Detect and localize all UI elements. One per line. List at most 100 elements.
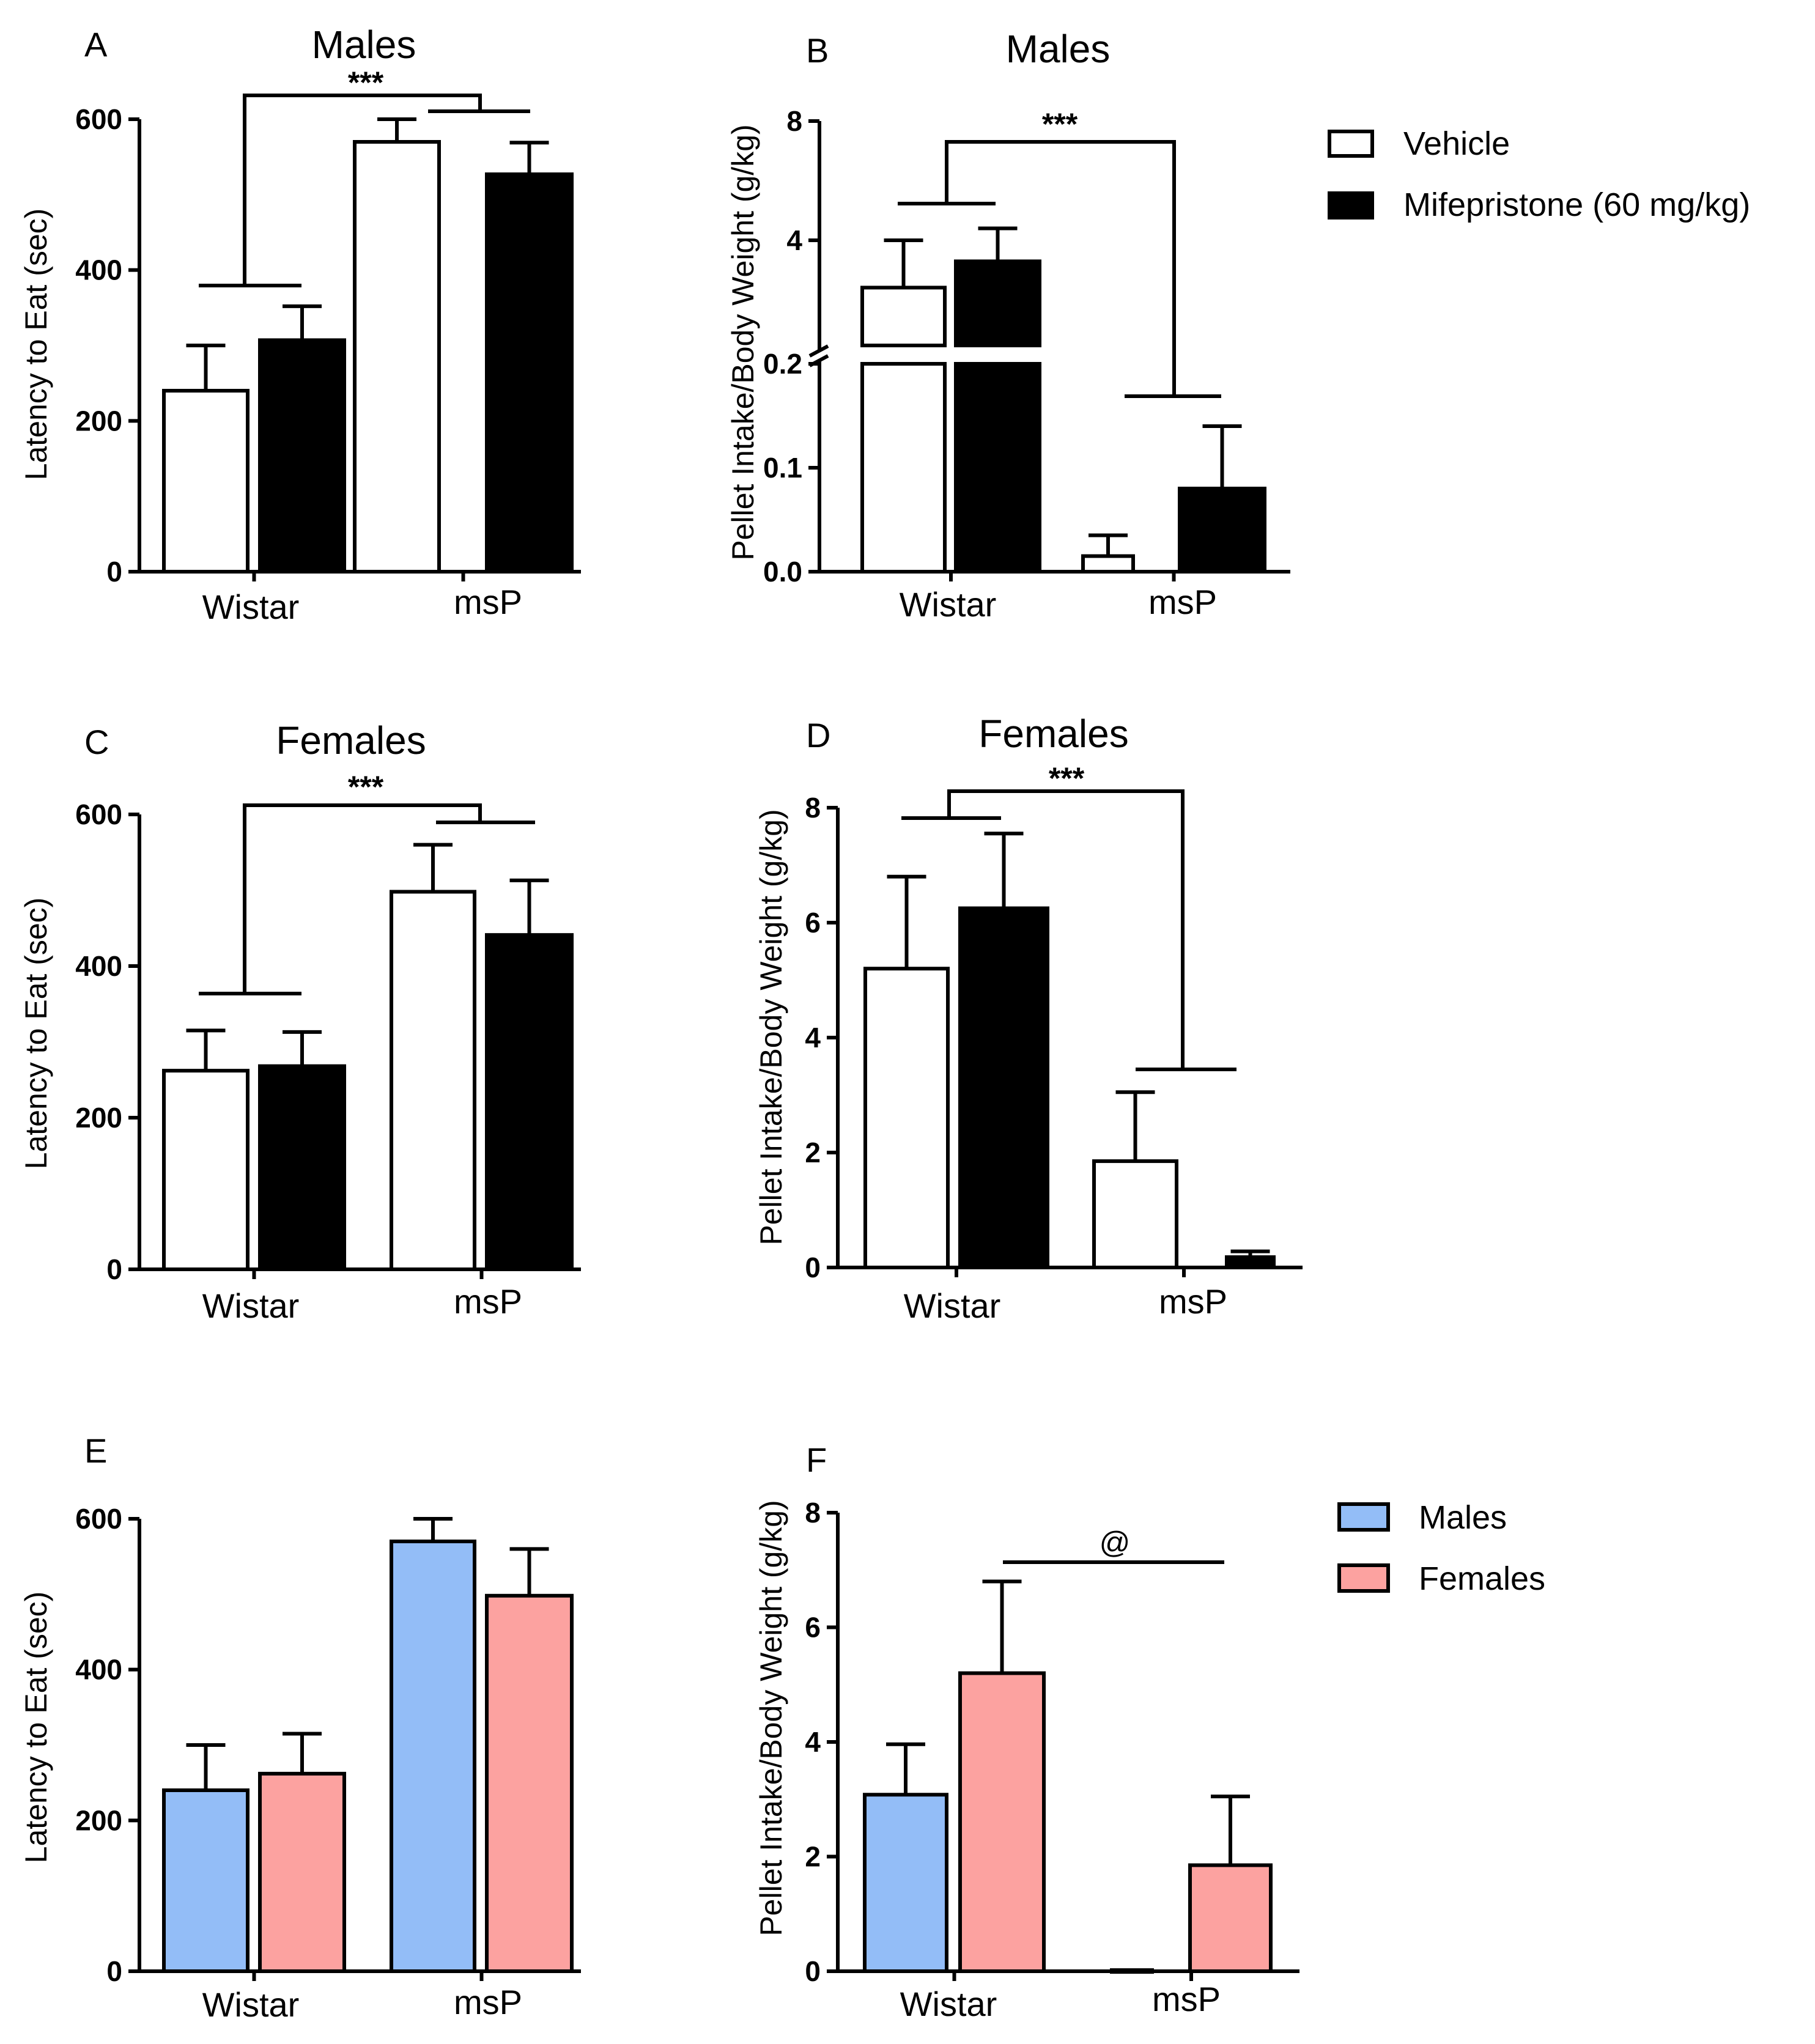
panel-a-bar-msp-s2 xyxy=(485,172,574,574)
panel-b-bar-wistar-s1-lower xyxy=(860,362,947,574)
panel-a: A Males Latency to Eat (sec) 0200400600 … xyxy=(19,23,581,626)
panel-b-bar-wistar-s2-lower xyxy=(954,362,1041,574)
legend-swatch-males xyxy=(1337,1502,1390,1532)
panel-a-cat-wistar: Wistar xyxy=(202,588,300,626)
panel-c: C Females Latency to Eat (sec) 0 200 400 60… xyxy=(19,718,581,1325)
panel-f-bar-wistar-s1 xyxy=(863,1793,948,1973)
panel-b-bar-wistar-s1-upper xyxy=(860,286,947,347)
panel-a-y-tick-label: 200 xyxy=(75,405,122,437)
panel-c-cat-wistar: Wistar xyxy=(202,1286,300,1325)
panel-a-title: Males xyxy=(312,23,416,67)
panel-c-bar-msp-s1 xyxy=(390,890,476,1271)
panel-b-significance: *** xyxy=(1042,107,1078,141)
panel-b-y-tick-label: 0.0 xyxy=(763,556,802,588)
panel-a-bar-msp-s1 xyxy=(353,140,441,574)
panel-c-significance-bracket xyxy=(199,803,535,995)
legend-label-vehicle: Vehicle xyxy=(1403,125,1510,162)
panel-b-cat-msp: msP xyxy=(1148,583,1217,621)
legend-label-females: Females xyxy=(1419,1560,1545,1597)
panel-c-bar-wistar-s2 xyxy=(258,1064,346,1272)
panel-c-y-tick-label: 200 xyxy=(75,1102,122,1134)
panel-b-marks: 0.0 0.1 0.2 4 8 xyxy=(763,105,1290,588)
panel-letter-c: C xyxy=(84,723,109,761)
panel-e-cat-msp: msP xyxy=(454,1983,522,2021)
panel-a-y-tick-label: 0 xyxy=(106,556,122,588)
panel-f-y-tick-label: 2 xyxy=(805,1841,821,1873)
panel-d-title: Females xyxy=(978,712,1128,756)
panel-f-y-tick-label: 0 xyxy=(805,1955,821,1987)
panel-d-ylabel: Pellet Intake/Body Weight (g/kg) xyxy=(754,809,788,1245)
panel-c-bar-wistar-s1 xyxy=(162,1069,250,1271)
panel-c-y-tick-label: 600 xyxy=(75,799,122,830)
panel-b-y-tick-label: 0.1 xyxy=(763,452,802,484)
panel-e-y-tick-label: 200 xyxy=(75,1804,122,1836)
panel-b: B Males Pellet Intake/Body Weight (g/kg)… xyxy=(726,27,1290,624)
panel-c-title: Females xyxy=(276,718,426,762)
panel-b-y-tick-label: 8 xyxy=(786,105,802,137)
panel-f-cat-msp: msP xyxy=(1152,1980,1221,2018)
panel-b-axis-break-mark xyxy=(808,344,829,358)
panel-a-cat-msp: msP xyxy=(454,583,522,621)
panel-b-cat-wistar: Wistar xyxy=(900,585,997,624)
panel-letter-d: D xyxy=(806,716,830,755)
panel-b-title: Males xyxy=(1006,27,1111,71)
panel-b-y-tick-label: 0.2 xyxy=(763,348,802,380)
panel-a-bracket-connector xyxy=(243,94,482,286)
panel-c-marks: 0 200 400 600 xyxy=(75,799,581,1285)
panel-letter-e: E xyxy=(84,1431,107,1470)
panel-d-y-tick-label: 0 xyxy=(805,1252,821,1283)
panel-c-y-tick-label: 0 xyxy=(106,1253,122,1285)
panel-d-bracket-connector xyxy=(947,789,1185,1069)
legend-swatch-females xyxy=(1337,1563,1390,1593)
panel-a-y-tick-label: 400 xyxy=(75,254,122,286)
panel-letter-f: F xyxy=(806,1441,827,1479)
panel-d-bar-wistar-s2 xyxy=(958,906,1049,1269)
panel-f-y-tick-label: 8 xyxy=(805,1497,821,1529)
panel-a-significance-bracket xyxy=(199,94,530,287)
panel-f-cat-wistar: Wistar xyxy=(900,1985,997,2023)
panel-d-cat-wistar: Wistar xyxy=(904,1286,1001,1325)
panel-letter-a: A xyxy=(84,25,108,64)
panel-d-marks: 0 2 4 6 8 xyxy=(805,792,1303,1283)
legend-swatch-vehicle xyxy=(1328,130,1374,158)
panel-b-bracket-connector xyxy=(945,140,1176,396)
panel-b-bar-msp-s2 xyxy=(1178,487,1266,574)
panel-a-bar-wistar-s1 xyxy=(162,389,250,574)
panel-e: E Latency to Eat (sec) 0 200 400 600 Wistar… xyxy=(19,1431,581,2024)
panel-d-y-tick-label: 2 xyxy=(805,1137,821,1168)
panel-e-bar-wistar-s2 xyxy=(258,1771,346,1974)
panel-d-cat-msp: msP xyxy=(1159,1282,1227,1321)
panel-e-y-tick-label: 600 xyxy=(75,1503,122,1535)
panel-letter-b: B xyxy=(806,31,829,70)
panel-f-y-tick-label: 6 xyxy=(805,1612,821,1644)
legend-label-mifepristone: Mifepristone (60 mg/kg) xyxy=(1403,186,1750,223)
panel-e-marks: 0 200 400 600 xyxy=(75,1503,581,1987)
panel-f-bar-msp-s2 xyxy=(1188,1863,1273,1973)
panel-c-bar-msp-s2 xyxy=(485,933,574,1272)
panel-e-cat-wistar: Wistar xyxy=(202,1985,300,2024)
panel-a-marks: 0 200 400 600 xyxy=(75,103,581,588)
panel-e-bar-wistar-s1 xyxy=(162,1788,250,1973)
panel-d-y-tick-label: 4 xyxy=(805,1022,821,1053)
panel-f-y-tick-label: 4 xyxy=(805,1726,821,1758)
panel-d-significance: *** xyxy=(1049,761,1085,795)
panel-f: F Pellet Intake/Body Weight (g/kg) 0 2 4 6 8… xyxy=(754,1441,1299,2023)
panel-e-y-tick-label: 400 xyxy=(75,1654,122,1686)
panel-a-bar-wistar-s2 xyxy=(258,338,346,574)
panel-d-y-tick-label: 8 xyxy=(805,792,821,824)
panel-b-y-tick-label: 4 xyxy=(786,224,802,256)
panel-a-ylabel: Latency to Eat (sec) xyxy=(19,208,53,481)
panel-c-y-tick-label: 400 xyxy=(75,950,122,982)
panel-d-bar-msp-s1 xyxy=(1092,1159,1178,1269)
panel-f-bar-wistar-s2 xyxy=(958,1671,1046,1973)
panel-e-bar-msp-s1 xyxy=(390,1540,476,1973)
panel-b-ylabel: Pellet Intake/Body Weight (g/kg) xyxy=(726,124,760,560)
panel-d-bar-wistar-s1 xyxy=(863,967,950,1269)
panel-e-bar-msp-s2 xyxy=(485,1593,574,1974)
panel-e-y-tick-label: 0 xyxy=(106,1955,122,1987)
legend-treatment: Vehicle Mifepristone (60 mg/kg) xyxy=(1328,125,1750,223)
panel-b-bar-msp-s1 xyxy=(1081,554,1135,574)
panel-c-significance: *** xyxy=(348,770,384,804)
panel-f-significance: @ xyxy=(1100,1526,1131,1560)
